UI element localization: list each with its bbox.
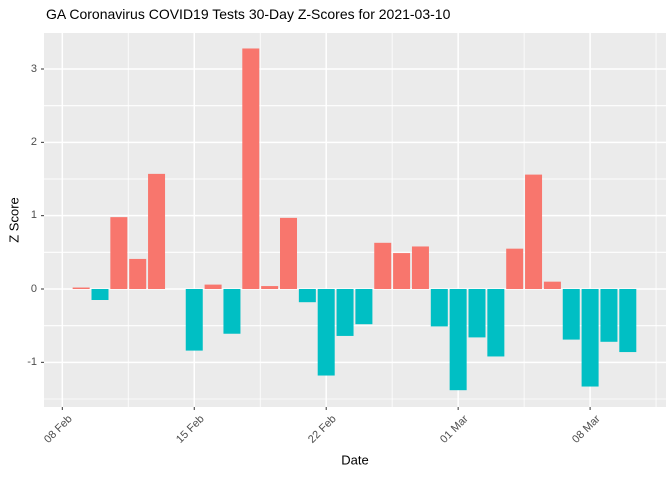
bar [487,289,505,357]
plot-panel [44,33,666,407]
bar [72,287,90,289]
bar [91,289,109,300]
bar [374,242,392,289]
bar [336,289,354,336]
bar [506,248,524,289]
bar [581,289,599,387]
bar [619,289,637,353]
bar [298,289,316,303]
bar [562,289,580,340]
chart-title: GA Coronavirus COVID19 Tests 30-Day Z-Sc… [46,6,451,22]
bar [355,289,373,325]
bar [449,289,467,391]
y-tick-label: 2 [30,135,37,148]
y-tick-label: 0 [30,282,37,295]
bar [600,289,618,342]
bar [242,48,260,289]
bar [110,217,128,289]
y-tick-label: -1 [27,355,37,368]
x-axis-title: Date [341,452,369,468]
bar [129,258,147,289]
y-tick-label: 1 [30,209,37,222]
y-tick-label: 3 [30,62,37,75]
bar [185,289,203,351]
bar [411,246,429,289]
bar [223,289,241,334]
bar [261,286,279,289]
bar [430,289,448,327]
bar [525,174,543,289]
bar [468,289,486,338]
bar [148,173,166,289]
bar [317,289,335,376]
bar [543,281,561,289]
bar [280,217,297,289]
bar [393,253,411,289]
bar [204,284,222,289]
